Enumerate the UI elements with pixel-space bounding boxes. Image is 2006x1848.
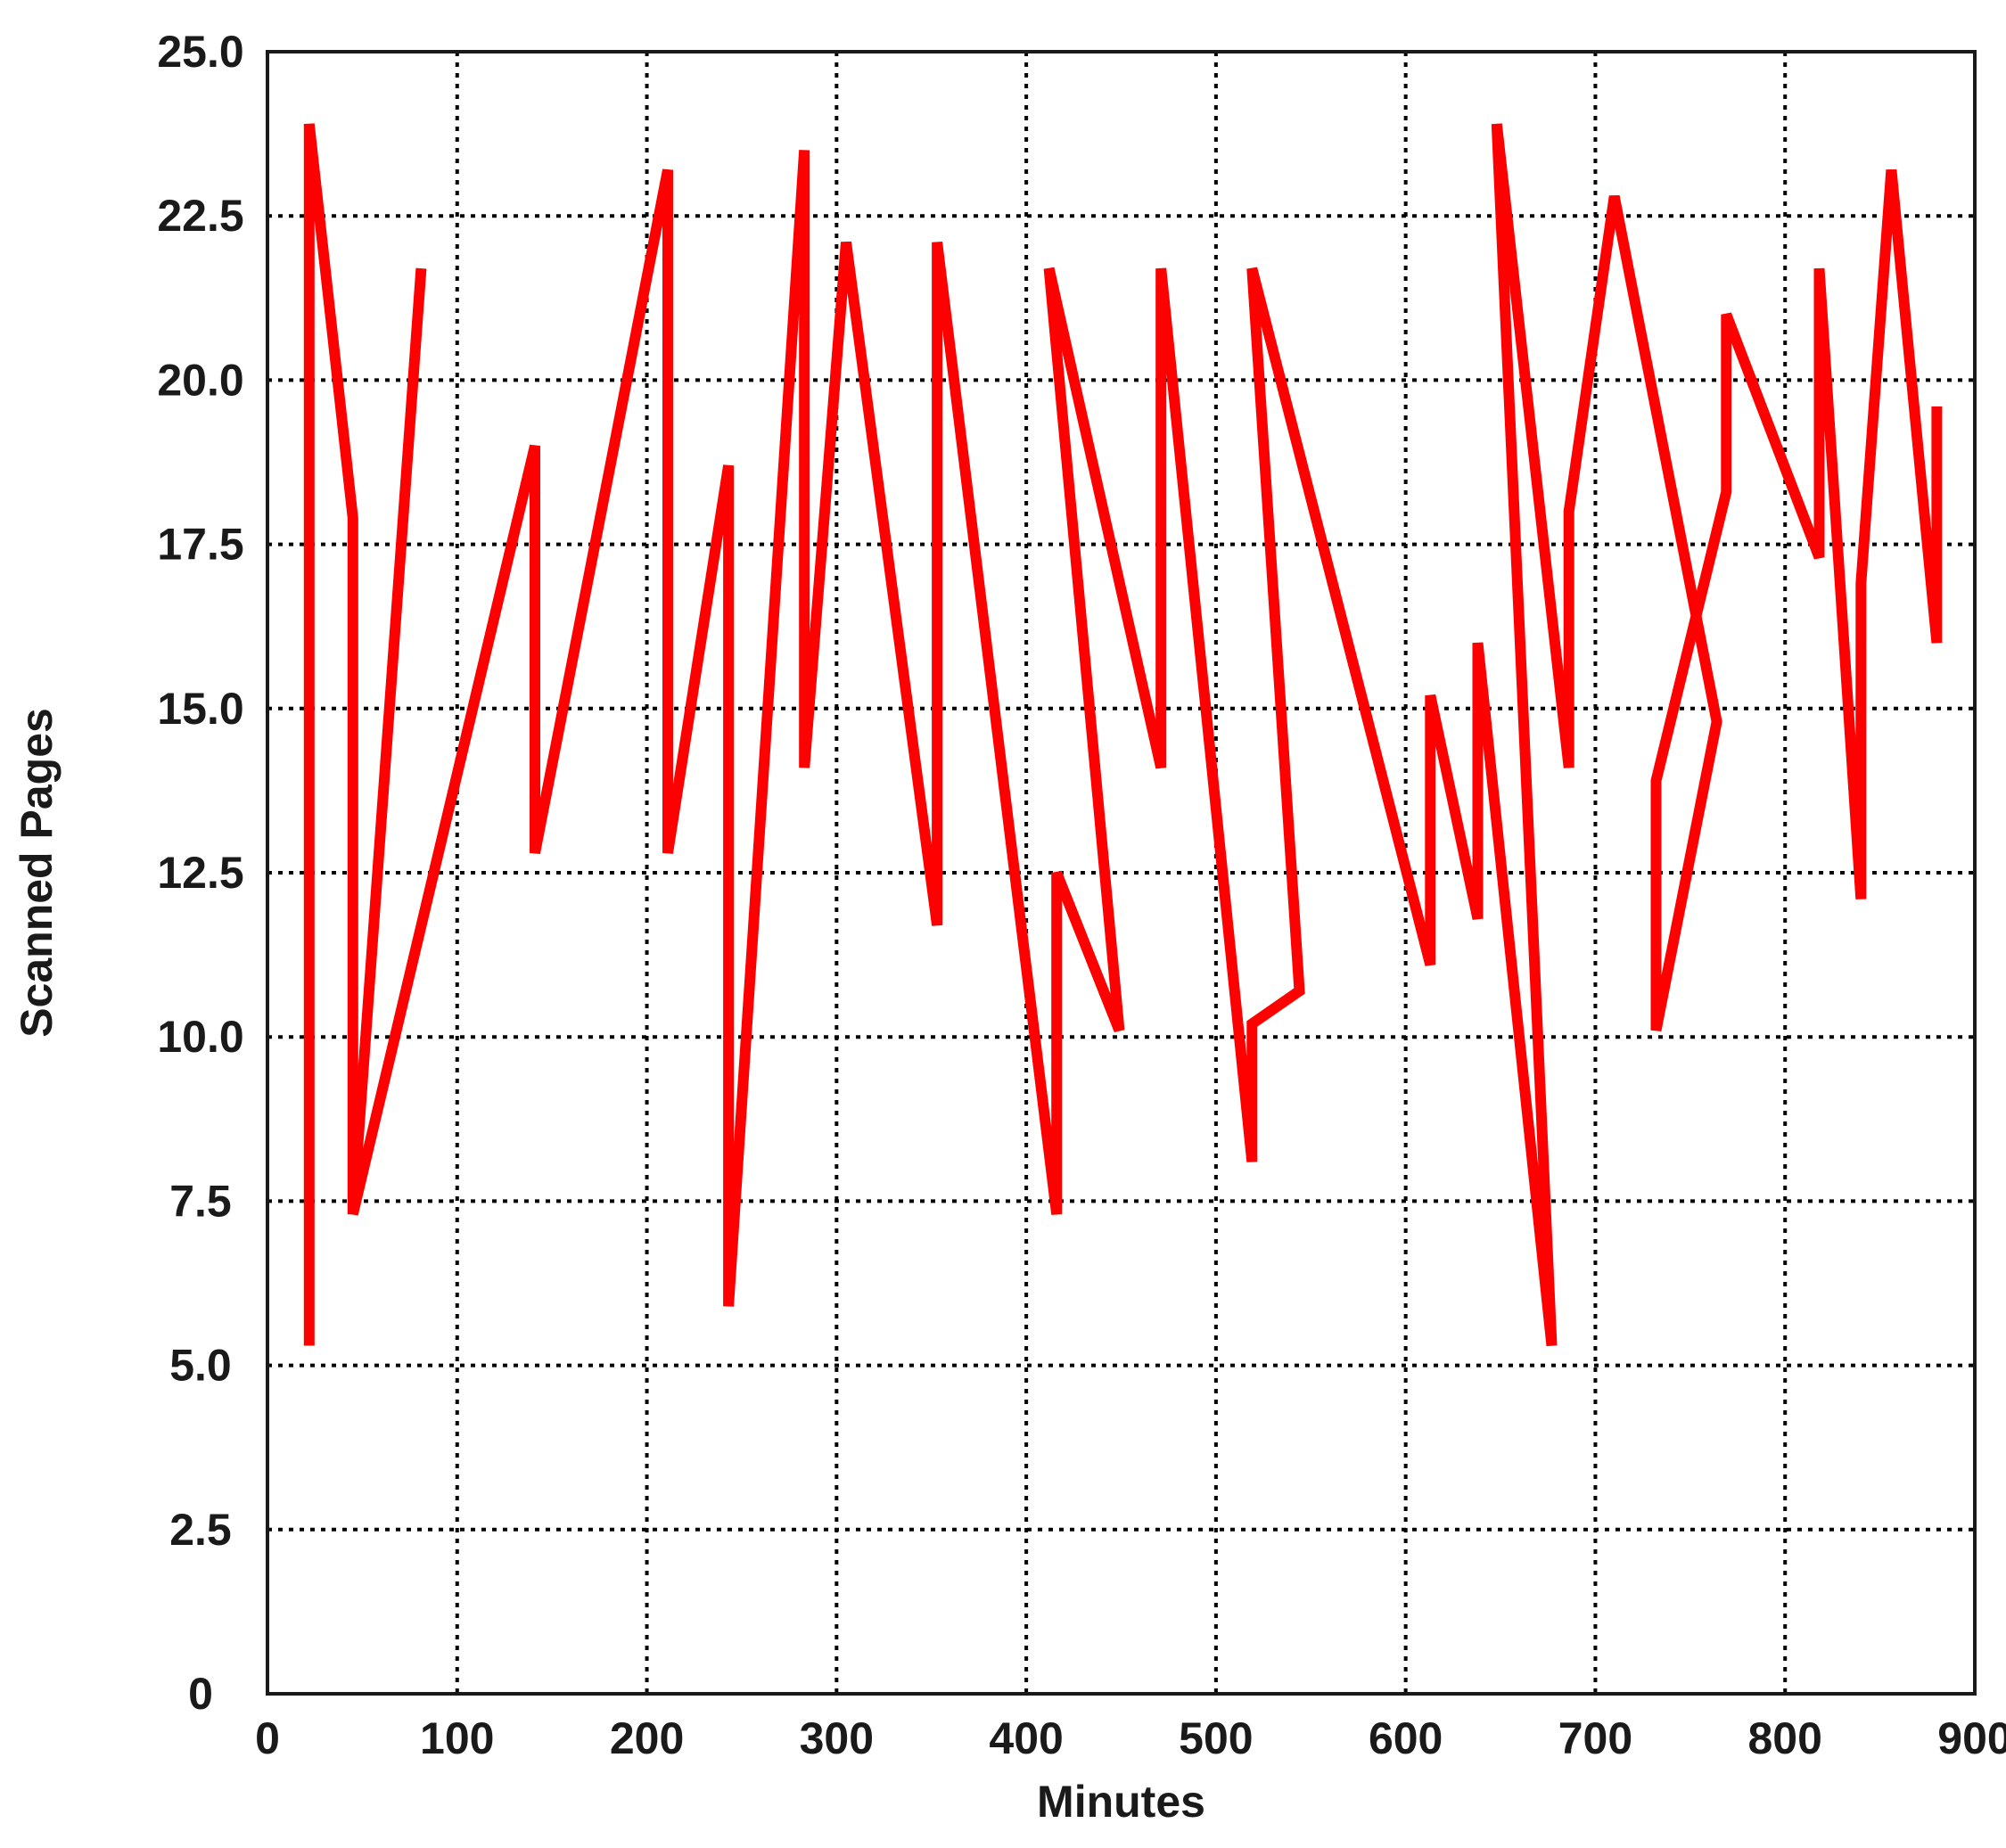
y-axis-ticks: 0 2.5 5.0 7.5 10.0 12.5 15.0 17.5 20.0 22.5 25.0 <box>157 27 243 1719</box>
y-tick-label-2.5: 2.5 <box>169 1505 232 1555</box>
x-tick-label-700: 700 <box>1558 1713 1632 1763</box>
x-axis-ticks: 0 100 200 300 400 500 600 700 800 900 <box>255 1713 2006 1763</box>
y-tick-label-20.0: 20.0 <box>157 355 243 405</box>
y-tick-label-12.5: 12.5 <box>157 848 243 898</box>
y-tick-label-0: 0 <box>188 1669 213 1719</box>
y-axis-title: Scanned Pages <box>12 708 62 1038</box>
x-tick-label-800: 800 <box>1748 1713 1822 1763</box>
y-tick-label-5.0: 5.0 <box>169 1341 232 1391</box>
y-tick-label-7.5: 7.5 <box>169 1176 232 1226</box>
series-line-1 <box>303 123 1943 1347</box>
x-tick-label-900: 900 <box>1937 1713 2006 1763</box>
y-tick-label-25.0: 25.0 <box>157 27 243 77</box>
x-tick-label-400: 400 <box>989 1713 1063 1763</box>
x-tick-label-600: 600 <box>1369 1713 1443 1763</box>
x-tick-label-300: 300 <box>800 1713 874 1763</box>
x-axis-title: Minutes <box>1037 1777 1205 1827</box>
y-tick-label-17.5: 17.5 <box>157 520 243 570</box>
plot-frame <box>266 50 1977 1696</box>
y-tick-label-22.5: 22.5 <box>157 191 243 241</box>
x-tick-label-100: 100 <box>420 1713 494 1763</box>
y-tick-label-10.0: 10.0 <box>157 1012 243 1062</box>
x-tick-label-200: 200 <box>610 1713 684 1763</box>
series-layer <box>303 123 1943 1347</box>
y-tick-label-15.0: 15.0 <box>157 684 243 734</box>
grid-layer <box>267 52 1977 1694</box>
x-tick-label-0: 0 <box>255 1713 280 1763</box>
x-tick-label-500: 500 <box>1179 1713 1253 1763</box>
